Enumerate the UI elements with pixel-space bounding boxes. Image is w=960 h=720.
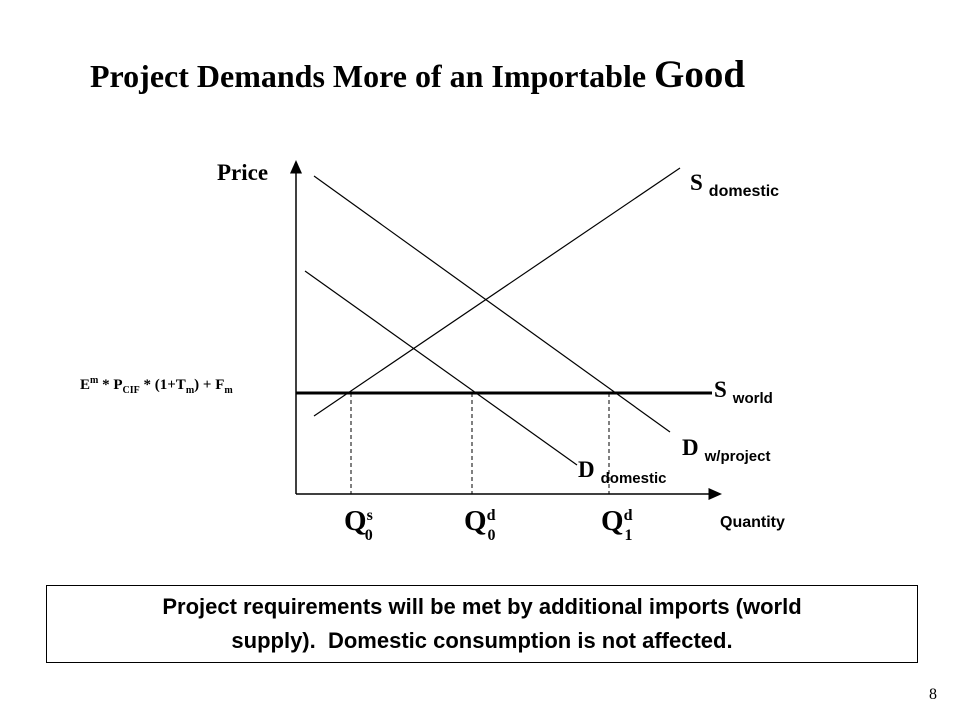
s-domestic-line [313,167,681,417]
world-price-label: Em * PCIF * (1+Tm) + Fm [80,375,233,396]
d-domestic-line [304,270,578,466]
qs0-label: Qs 0 [344,505,373,544]
title-last-word: Good [654,53,746,96]
explanation-line-2: supply). Domestic consumption is not aff… [231,628,733,653]
explanation-box: Project requirements will be met by addi… [46,585,918,663]
page-number: 8 [929,686,937,703]
x-axis-label: Quantity [720,514,785,531]
title-main: Project Demands More of an Importable [90,58,647,94]
explanation-line-1: Project requirements will be met by addi… [162,594,802,619]
slide-title: Project Demands More of an Importable Go… [90,52,745,97]
qd1-label: Qd 1 [601,505,633,544]
d-project-line [313,175,671,433]
y-axis-label: Price [217,160,268,185]
qd0-label: Qd 0 [464,505,496,544]
